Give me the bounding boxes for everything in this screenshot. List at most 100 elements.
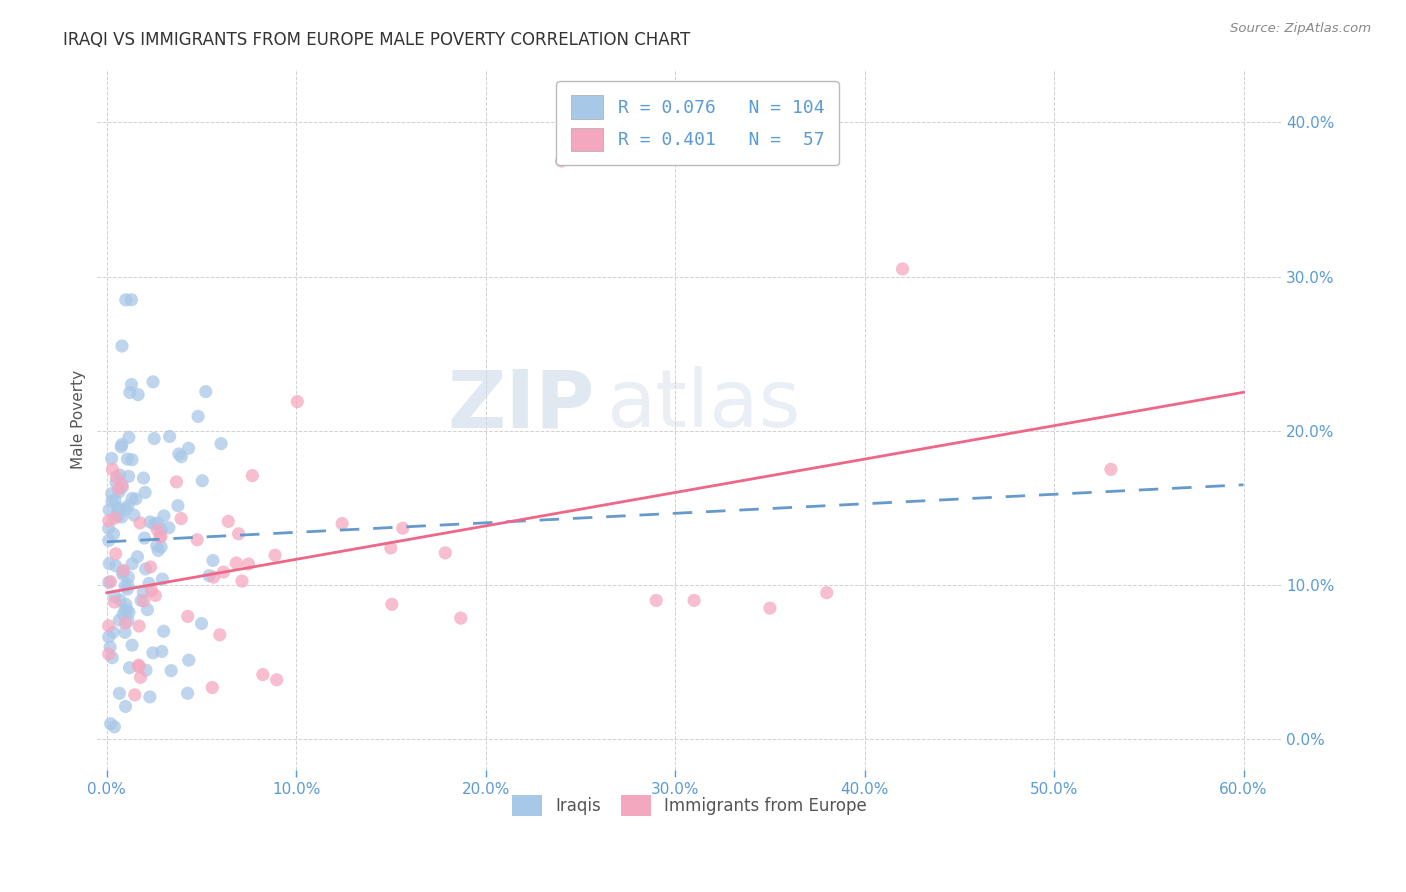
Point (683, 593, 706, 607)
Point (150, 540, 173, 554)
Point (117, 578, 139, 592)
Point (135, 562, 157, 576)
Point (231, 574, 253, 588)
Point (815, 585, 838, 599)
Point (111, 437, 134, 451)
Point (212, 565, 235, 579)
Point (380, 541, 402, 555)
Point (285, 394, 308, 409)
Point (645, 593, 668, 607)
Point (128, 659, 150, 673)
Point (114, 502, 136, 516)
Point (434, 546, 457, 560)
Point (266, 673, 288, 687)
Point (132, 594, 155, 608)
Point (891, 262, 914, 277)
Point (114, 603, 136, 617)
Point (111, 477, 134, 491)
Point (139, 690, 162, 704)
Point (138, 576, 160, 591)
Point (217, 515, 239, 529)
Point (111, 567, 134, 582)
Point (1099, 462, 1122, 476)
Point (111, 339, 134, 353)
Point (141, 583, 163, 598)
Point (238, 557, 260, 571)
Point (143, 432, 166, 446)
Point (107, 501, 129, 516)
Point (101, 650, 124, 665)
Point (108, 593, 131, 607)
Point (117, 499, 139, 513)
Point (118, 385, 141, 400)
Point (114, 579, 136, 593)
Point (122, 508, 145, 522)
Point (167, 499, 190, 513)
Text: Source: ZipAtlas.com: Source: ZipAtlas.com (1230, 22, 1371, 36)
Point (110, 440, 132, 454)
Point (121, 638, 143, 652)
Point (120, 293, 142, 307)
Point (125, 491, 148, 506)
Point (104, 493, 127, 508)
Point (142, 375, 165, 389)
Point (114, 615, 136, 630)
Point (187, 409, 209, 424)
Point (97, 647, 120, 661)
Point (170, 450, 193, 464)
Point (117, 452, 139, 467)
Point (159, 429, 181, 443)
Point (105, 470, 128, 484)
Point (107, 508, 129, 523)
Point (160, 664, 183, 678)
Point (103, 527, 125, 541)
Point (114, 699, 136, 714)
Point (104, 511, 127, 525)
Point (146, 516, 169, 530)
Point (228, 526, 250, 541)
Point (117, 570, 139, 584)
Point (118, 661, 141, 675)
Point (198, 568, 221, 582)
Point (98, 503, 121, 517)
Text: ZIP: ZIP (447, 367, 595, 444)
Point (100, 716, 122, 731)
Point (134, 531, 156, 545)
Point (101, 462, 124, 476)
Point (115, 598, 138, 612)
Point (139, 560, 162, 574)
Point (135, 663, 157, 677)
Point (128, 658, 150, 673)
Point (111, 565, 134, 579)
Point (550, 154, 572, 169)
Point (202, 570, 225, 584)
Point (107, 503, 129, 517)
Point (136, 602, 159, 616)
Point (104, 590, 127, 604)
Point (97, 619, 120, 633)
Point (103, 720, 125, 734)
Point (134, 485, 156, 500)
Point (150, 522, 173, 536)
Point (225, 556, 247, 570)
Y-axis label: Male Poverty: Male Poverty (72, 369, 86, 469)
Point (97, 514, 120, 528)
Point (121, 452, 143, 467)
Point (108, 613, 131, 627)
Point (129, 593, 152, 607)
Legend: Iraqis, Immigrants from Europe: Iraqis, Immigrants from Europe (503, 787, 876, 825)
Point (201, 553, 224, 567)
Point (129, 516, 152, 530)
Point (145, 589, 167, 603)
Point (143, 516, 166, 531)
Point (145, 539, 167, 553)
Point (118, 606, 141, 620)
Point (132, 585, 155, 599)
Point (450, 611, 472, 625)
Point (201, 681, 224, 695)
Point (111, 510, 134, 524)
Point (108, 484, 131, 499)
Point (104, 558, 127, 573)
Text: IRAQI VS IMMIGRANTS FROM EUROPE MALE POVERTY CORRELATION CHART: IRAQI VS IMMIGRANTS FROM EUROPE MALE POV… (63, 31, 690, 49)
Point (150, 530, 173, 544)
